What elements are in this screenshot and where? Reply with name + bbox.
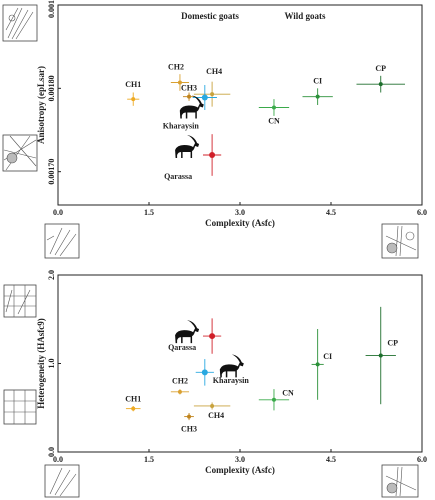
x-axis-label: Complexity (Asfc) — [205, 465, 275, 475]
y-tick-label: 0.00190 — [47, 0, 56, 18]
y-tick-label: 2.0 — [47, 270, 56, 280]
y-axis-label: Heterogeneity (HAsfc9) — [36, 318, 46, 409]
point — [177, 389, 182, 394]
point — [177, 80, 182, 85]
point-label: CH2 — [172, 377, 188, 386]
x-tick-label: 3.0 — [235, 208, 245, 217]
x-tick-label: 4.5 — [326, 208, 336, 217]
point-label: CN — [282, 389, 294, 398]
x-tick-label: 1.5 — [144, 455, 154, 464]
y-tick-label: 0.00170 — [47, 159, 56, 185]
group-label: Wild goats — [284, 11, 326, 21]
point — [201, 369, 208, 376]
point-label: CH1 — [125, 80, 141, 89]
goat-icon — [219, 354, 244, 378]
point-label: CP — [387, 338, 398, 347]
point-label: CN — [268, 116, 280, 125]
point-label: Kharaysin — [163, 121, 200, 130]
y-tick-label: 0.00180 — [47, 75, 56, 101]
point-label: CI — [323, 352, 332, 361]
point — [378, 353, 383, 358]
point-label: CH4 — [208, 411, 224, 420]
point — [271, 397, 276, 402]
x-tick-label: 6.0 — [417, 208, 427, 217]
x-tick-label: 1.5 — [144, 208, 154, 217]
x-tick-label: 3.0 — [235, 455, 245, 464]
point-label: Qarassa — [164, 172, 192, 181]
y-tick-label: 0.0 — [47, 447, 56, 457]
x-tick-label: 0.0 — [53, 455, 63, 464]
x-tick-label: 0.0 — [53, 208, 63, 217]
x-axis-label: Complexity (Asfc) — [205, 218, 275, 228]
point — [201, 94, 208, 101]
point — [209, 333, 216, 340]
point — [210, 92, 215, 97]
plot-frame — [57, 4, 423, 206]
point — [315, 94, 320, 99]
point — [378, 82, 383, 87]
goat-icon — [175, 135, 200, 158]
y-axis-label: Anisotropy (epLsar) — [36, 66, 46, 144]
point-label: CH2 — [168, 62, 184, 71]
point — [131, 406, 136, 411]
texture-icon — [2, 4, 419, 498]
point-label: CH3 — [181, 83, 197, 92]
point — [209, 152, 216, 158]
point — [210, 403, 215, 408]
y-tick-label: 1.0 — [47, 359, 56, 369]
group-label: Domestic goats — [181, 11, 239, 21]
point-label: Kharaysin — [213, 376, 250, 385]
goat-icon — [179, 95, 204, 119]
point-label: CI — [313, 76, 322, 85]
point — [271, 105, 276, 110]
point-label: CH3 — [181, 424, 197, 433]
point — [131, 97, 136, 102]
x-tick-label: 6.0 — [417, 455, 427, 464]
point — [187, 94, 192, 99]
point — [187, 414, 192, 419]
point-label: Qarassa — [168, 343, 196, 352]
point-label: CH1 — [125, 394, 141, 403]
point-label: CH4 — [206, 67, 222, 76]
point — [315, 362, 320, 367]
goat-icon — [175, 320, 200, 344]
point-label: CP — [375, 64, 386, 73]
x-tick-label: 4.5 — [326, 455, 336, 464]
